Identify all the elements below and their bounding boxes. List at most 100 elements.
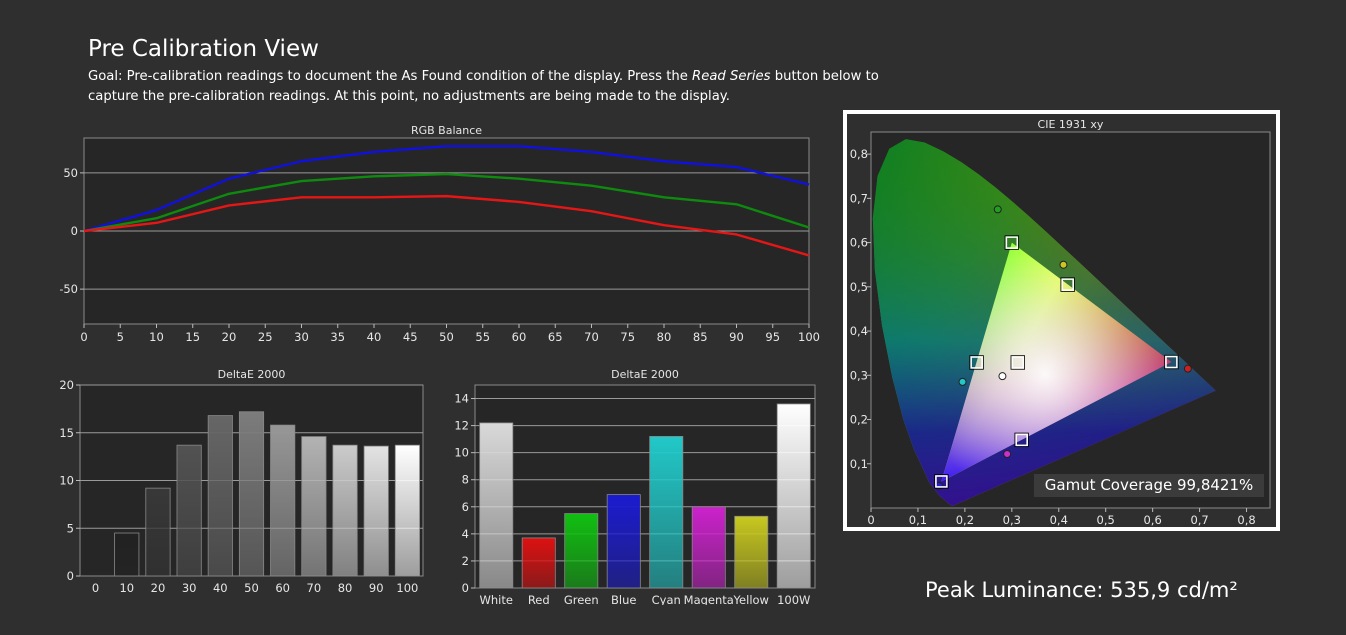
rgb-series-line-0 [83, 144, 810, 233]
color-ytick-label: 10 [454, 446, 469, 460]
gray-xtick-label: 90 [369, 581, 384, 595]
cie-target-outline-5 [1060, 277, 1075, 292]
cie-target-outline-2 [934, 474, 949, 489]
cie-target-square-2 [935, 475, 948, 488]
cie-ytick-label: 0,7 [850, 191, 868, 205]
color-bar-100W [776, 403, 811, 589]
rgb-xtick-label: 85 [693, 330, 708, 344]
cie-measured-point-3 [958, 377, 967, 386]
gray-bar-10 [114, 532, 140, 577]
goal-suffix: button below to capture the pre-calibrat… [88, 69, 879, 104]
color-xtick-label: Yellow [733, 593, 769, 605]
cie-xtick-label: 0,8 [1237, 513, 1255, 527]
gray-xtick-label: 40 [213, 581, 228, 595]
gray-xtick-label: 0 [92, 581, 99, 595]
cie-xtick-label: 0,7 [1190, 513, 1208, 527]
gray-bar-50 [238, 411, 265, 577]
color-ytick-label: 8 [462, 473, 469, 487]
color-ytick-label: 2 [462, 554, 469, 568]
cie-xtick-label: 0,3 [1003, 513, 1021, 527]
rgb-series-line-2 [83, 194, 810, 257]
gray-xtick-label: 30 [182, 581, 197, 595]
goal-read-series: Read Series [692, 69, 771, 84]
rgb-xtick-label: 30 [294, 330, 309, 344]
rgb-ytick-label: 0 [71, 224, 78, 238]
color-chart-title: DeltaE 2000 [611, 368, 679, 381]
gray-bar-80 [332, 444, 358, 577]
gamut-coverage-label: Gamut Coverage 99,8421% [1034, 474, 1264, 497]
gray-bar-100 [394, 444, 420, 577]
rgb-xtick-label: 40 [367, 330, 382, 344]
gray-xtick-label: 80 [338, 581, 353, 595]
gray-ytick-label: 20 [59, 378, 74, 392]
color-bar-Red [521, 537, 556, 589]
color-xtick-label: Magenta [684, 593, 734, 605]
rgb-xtick-label: 95 [765, 330, 780, 344]
gray-ytick-label: 10 [59, 474, 74, 488]
cie-xtick-label: 0,6 [1143, 513, 1161, 527]
color-bar-Yellow [734, 515, 769, 589]
peak-luminance-label: Peak Luminance: 535,9 cd/m² [925, 578, 1238, 602]
gray-xtick-label: 20 [151, 581, 166, 595]
rgb-xtick-label: 75 [620, 330, 635, 344]
cie-ytick-label: 0,3 [850, 368, 868, 382]
color-ytick-label: 6 [462, 500, 469, 514]
rgb-ytick-label: 50 [63, 166, 78, 180]
gray-bar-40 [207, 415, 233, 577]
cie-target-square-3 [970, 356, 983, 369]
rgb-xtick-label: 65 [548, 330, 563, 344]
gray-ytick-label: 15 [59, 426, 74, 440]
cie-measured-point-5 [1059, 260, 1068, 269]
rgb-xtick-label: 35 [330, 330, 345, 344]
cie-target-outline-0 [1164, 354, 1179, 370]
cie-ytick-label: 0,2 [850, 413, 868, 427]
color-deltae-chart: DeltaE 2000 0 2 4 6 8 10 12 14 White Red Green Blue C… [445, 365, 825, 605]
gray-xtick-label: 60 [275, 581, 290, 595]
cie-ytick-label: 0,4 [850, 324, 868, 338]
cie-ytick-label: 0,1 [850, 457, 868, 471]
cie-chart: CIE 1931 xy 0 0,1 0,2 0,3 0,4 0,5 0,6 0,7 0,8 0,1 0… [843, 110, 1280, 531]
rgb-xtick-label: 15 [185, 330, 200, 344]
rgb-series-line-1 [83, 172, 810, 233]
rgb-ytick-label: -50 [60, 282, 78, 296]
rgb-xtick-label: 20 [222, 330, 237, 344]
rgb-xtick-label: 55 [475, 330, 490, 344]
gray-ytick-label: 5 [67, 521, 74, 535]
rgb-xtick-label: 80 [657, 330, 672, 344]
color-ytick-label: 14 [454, 392, 469, 406]
cie-target-outline-1 [1004, 235, 1020, 250]
color-ytick-label: 0 [462, 581, 469, 595]
gray-xtick-label: 10 [119, 581, 134, 595]
gray-xtick-label: 50 [244, 581, 259, 595]
color-bar-Blue [606, 494, 641, 589]
color-ytick-label: 4 [462, 527, 469, 541]
gray-bar-70 [301, 436, 327, 577]
cie-ytick-label: 0,6 [850, 236, 868, 250]
gray-xtick-label: 100 [396, 581, 418, 595]
goal-prefix: Goal: Pre-calibration readings to docume… [88, 69, 693, 84]
color-xtick-label: Red [528, 593, 550, 605]
rgb-xtick-label: 0 [80, 330, 87, 344]
color-xtick-label: Cyan [652, 593, 681, 605]
cie-ytick-label: 0,8 [850, 147, 868, 161]
cie-target-square-0 [1165, 355, 1178, 369]
gray-ytick-label: 0 [67, 569, 74, 583]
rgb-xtick-label: 90 [729, 330, 744, 344]
rgb-xtick-label: 10 [149, 330, 164, 344]
rgb-xtick-label: 50 [439, 330, 454, 344]
color-bar-White [479, 422, 514, 589]
color-bar-Green [564, 513, 599, 589]
goal-description: Goal: Pre-calibration readings to docume… [88, 67, 888, 107]
color-xtick-label: 100W [777, 593, 810, 605]
cie-xtick-label: 0,4 [1050, 513, 1068, 527]
gray-chart-title: DeltaE 2000 [218, 368, 286, 381]
page-title: Pre Calibration View [88, 36, 319, 62]
cie-xtick-label: 0,5 [1097, 513, 1115, 527]
rgb-xtick-label: 45 [403, 330, 418, 344]
cie-xtick-label: 0,2 [956, 513, 974, 527]
gray-bar-20 [145, 487, 171, 577]
grayscale-deltae-chart: DeltaE 2000 0 5 10 15 20 0 10 20 30 40 50 60 70 80 90 10… [55, 365, 435, 600]
cie-xtick-label: 0 [867, 513, 874, 527]
cie-target-outline-6 [1010, 355, 1025, 370]
cie-measured-point-0 [1183, 364, 1192, 373]
